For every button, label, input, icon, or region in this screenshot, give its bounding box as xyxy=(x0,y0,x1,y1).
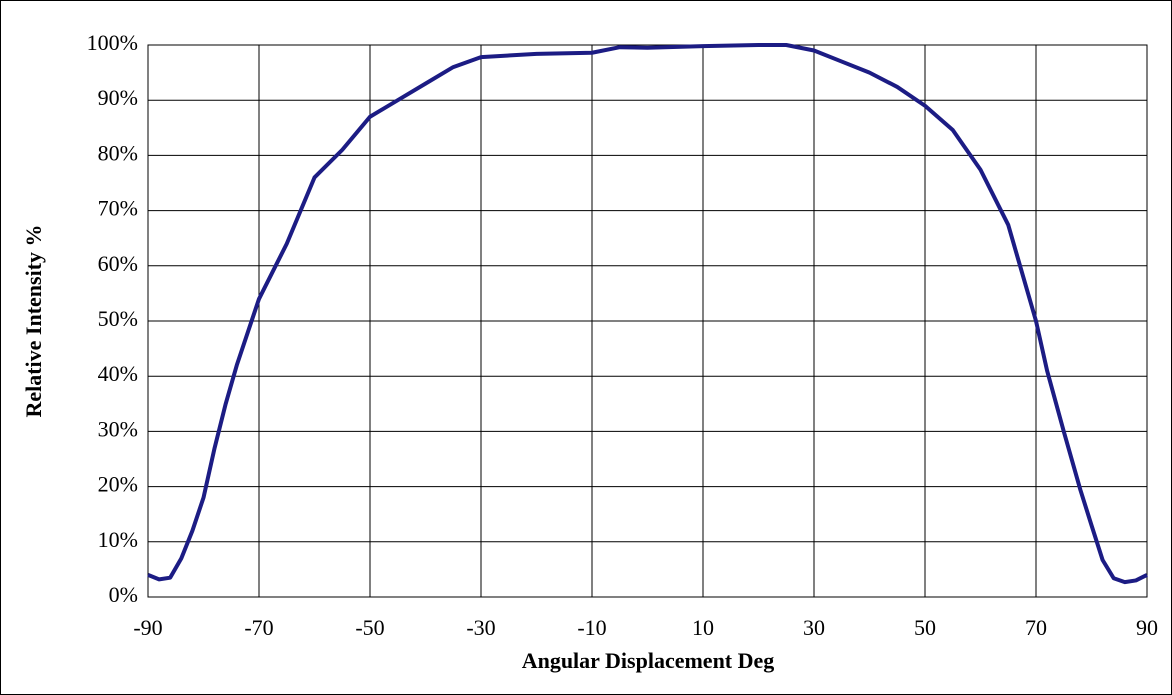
y-tick-label: 100% xyxy=(87,30,138,55)
y-axis-title: Relative Intensity % xyxy=(21,224,46,417)
y-tick-label: 40% xyxy=(98,361,138,386)
data-line xyxy=(147,43,1148,585)
x-tick-label: 90 xyxy=(1136,615,1158,640)
y-tick-label: 60% xyxy=(98,251,138,276)
y-tick-label: 20% xyxy=(98,472,138,497)
y-tick-label: 70% xyxy=(98,196,138,221)
y-tick-label: 80% xyxy=(98,140,138,165)
x-tick-label: -70 xyxy=(244,615,273,640)
x-tick-label: -50 xyxy=(355,615,384,640)
x-tick-label: 30 xyxy=(803,615,825,640)
y-tick-label: 0% xyxy=(109,582,138,607)
x-tick-label: 70 xyxy=(1025,615,1047,640)
x-tick-label: 10 xyxy=(692,615,714,640)
y-tick-label: 90% xyxy=(98,85,138,110)
x-tick-label: -10 xyxy=(577,615,606,640)
x-tick-label: 50 xyxy=(914,615,936,640)
x-tick-label: -90 xyxy=(133,615,162,640)
y-tick-label: 30% xyxy=(98,416,138,441)
x-axis-title: Angular Displacement Deg xyxy=(522,648,775,673)
plot-border xyxy=(147,44,1148,598)
x-tick-label: -30 xyxy=(466,615,495,640)
y-tick-label: 50% xyxy=(98,306,138,331)
y-tick-label: 10% xyxy=(98,527,138,552)
